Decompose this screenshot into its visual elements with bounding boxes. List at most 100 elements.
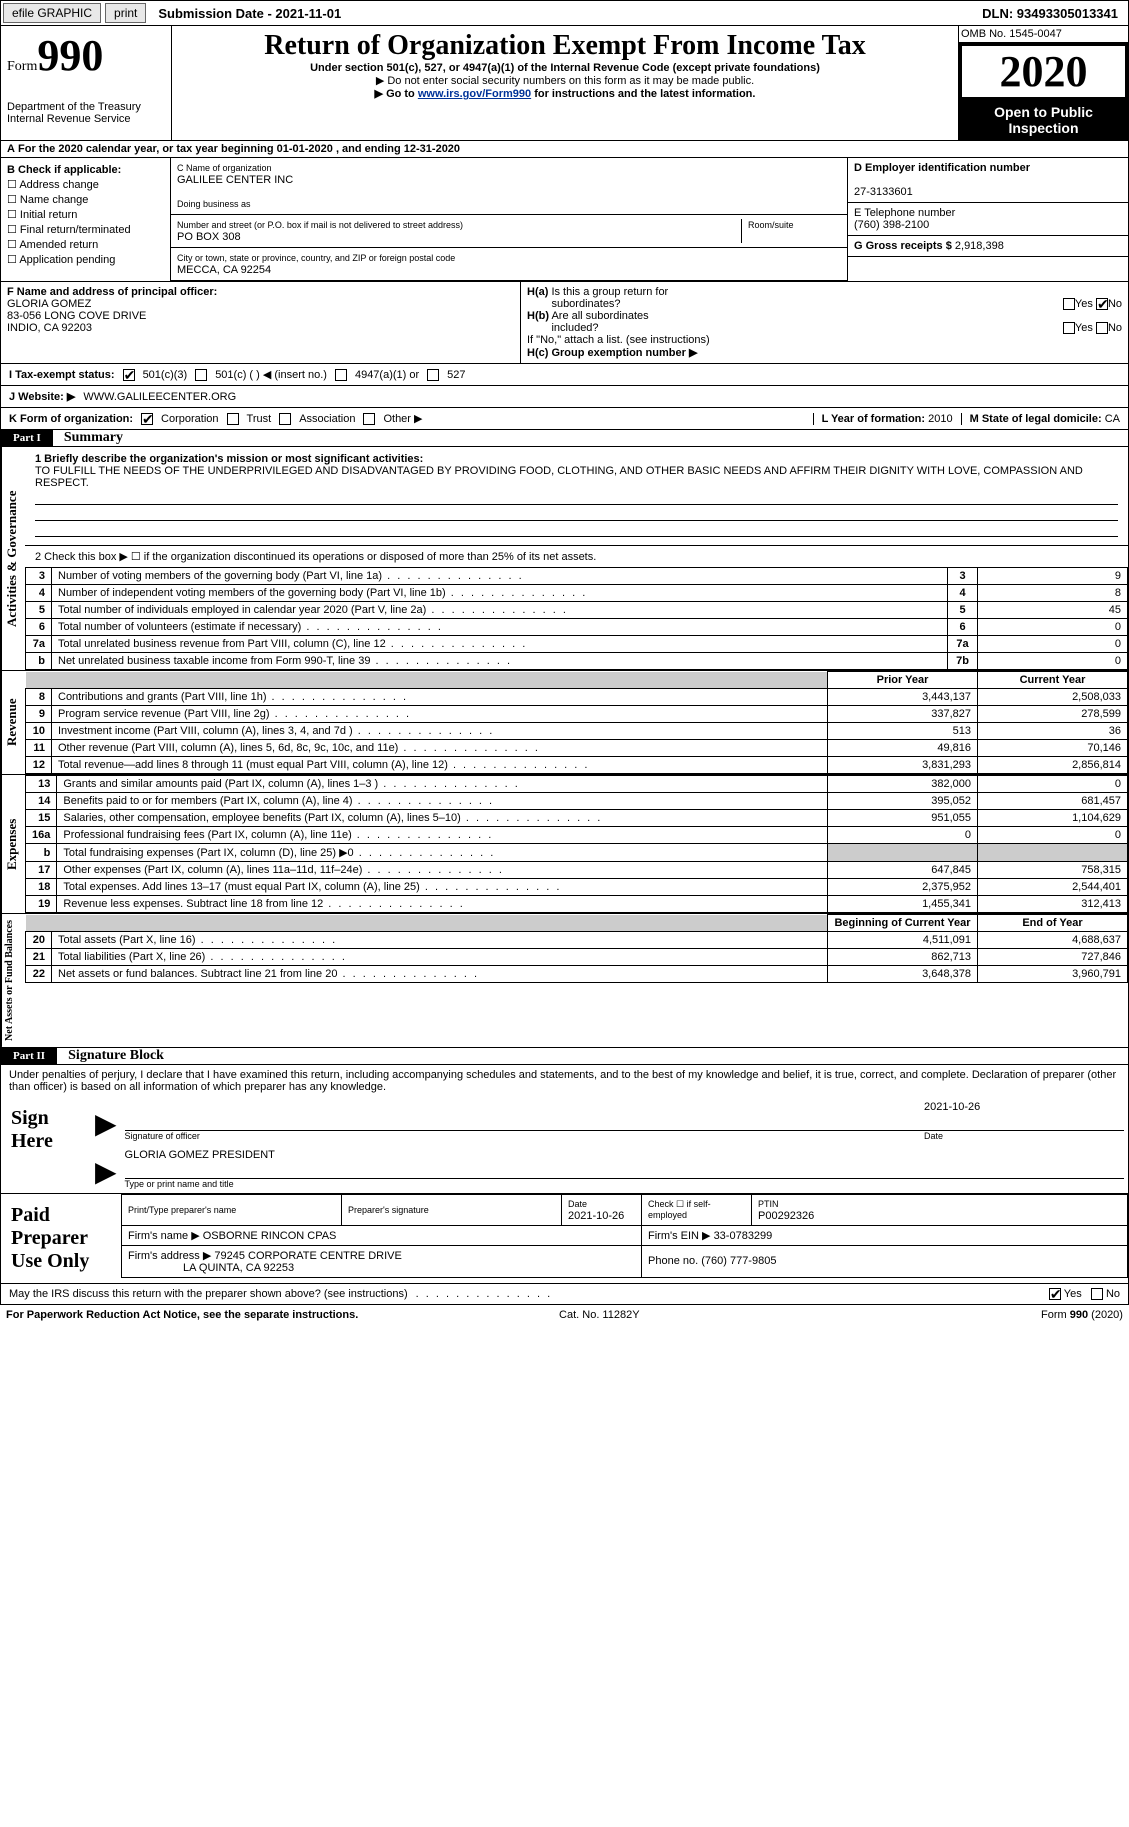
firm-ein: 33-0783299 (714, 1230, 773, 1242)
officer-addr1: 83-056 LONG COVE DRIVE (7, 310, 146, 322)
check-name-change[interactable]: ☐ Name change (7, 193, 164, 206)
period-row: A For the 2020 calendar year, or tax yea… (0, 141, 1129, 158)
note-ssn: ▶ Do not enter social security numbers o… (178, 74, 952, 87)
print-button[interactable]: print (105, 3, 146, 23)
ein-value: 27-3133601 (854, 186, 913, 198)
officer-label: F Name and address of principal officer: (7, 286, 217, 298)
line-num: 16a (26, 827, 57, 844)
check-application-pending[interactable]: ☐ Application pending (7, 253, 164, 266)
line-num: 21 (26, 949, 52, 966)
line-label: Total number of individuals employed in … (52, 602, 948, 619)
prior-year-value (828, 844, 978, 862)
line-num: b (26, 844, 57, 862)
org-form-row: K Form of organization: Corporation Trus… (0, 408, 1129, 430)
netassets-section: Net Assets or Fund Balances Beginning of… (0, 913, 1129, 1048)
revenue-side-label: Revenue (1, 671, 25, 774)
footer-form: Form 990 (2020) (1041, 1309, 1123, 1321)
hb-no-check[interactable] (1096, 322, 1108, 334)
sig-date-label: Date (924, 1131, 1124, 1141)
prep-selfemp[interactable]: Check ☐ if self-employed (642, 1194, 752, 1225)
status-501c3-check[interactable] (123, 369, 135, 381)
current-year-value: 70,146 (978, 740, 1128, 757)
org-other-check[interactable] (363, 413, 375, 425)
current-year-value: 727,846 (978, 949, 1128, 966)
status-527-check[interactable] (427, 369, 439, 381)
line-label: Total fundraising expenses (Part IX, col… (57, 844, 828, 862)
phone-value: (760) 398-2100 (854, 219, 929, 231)
line-num: 8 (26, 689, 52, 706)
line-box: 6 (948, 619, 978, 636)
prior-year-value: 337,827 (828, 706, 978, 723)
footer-cat: Cat. No. 11282Y (559, 1309, 640, 1321)
addr-value: PO BOX 308 (177, 231, 241, 243)
website-row: J Website: ▶ WWW.GALILEECENTER.ORG (0, 386, 1129, 408)
netassets-side-label: Net Assets or Fund Balances (1, 914, 25, 1047)
year-formation: 2010 (928, 413, 952, 425)
line-value: 45 (978, 602, 1128, 619)
org-corp-check[interactable] (141, 413, 153, 425)
line-num: 9 (26, 706, 52, 723)
prior-year-value: 49,816 (828, 740, 978, 757)
revenue-table: Prior YearCurrent Year8Contributions and… (25, 671, 1128, 774)
prior-year-value: 4,511,091 (828, 932, 978, 949)
prior-year-value: 2,375,952 (828, 879, 978, 896)
note-goto-post: for instructions and the latest informat… (531, 88, 755, 100)
current-year-value: 2,856,814 (978, 757, 1128, 774)
current-year-value: 4,688,637 (978, 932, 1128, 949)
line-label: Other expenses (Part IX, column (A), lin… (57, 862, 828, 879)
gross-label: G Gross receipts $ (854, 240, 952, 252)
dept-label: Department of the TreasuryInternal Reven… (7, 101, 165, 125)
line-num: 15 (26, 810, 57, 827)
form-subtitle: Under section 501(c), 527, or 4947(a)(1)… (310, 62, 820, 74)
part2-header: Part II Signature Block (0, 1048, 1129, 1065)
org-assoc-check[interactable] (279, 413, 291, 425)
governance-section: Activities & Governance 1 Briefly descri… (0, 447, 1129, 670)
officer-addr2: INDIO, CA 92203 (7, 322, 92, 334)
prior-year-value: 951,055 (828, 810, 978, 827)
dba-label: Doing business as (177, 199, 251, 209)
current-year-value: 312,413 (978, 896, 1128, 913)
line-label: Revenue less expenses. Subtract line 18 … (57, 896, 828, 913)
top-toolbar: efile GRAPHIC print Submission Date - 20… (0, 0, 1129, 26)
current-year-value (978, 844, 1128, 862)
irs-link[interactable]: www.irs.gov/Form990 (418, 88, 531, 100)
check-address-change[interactable]: ☐ Address change (7, 178, 164, 191)
ha-yes-check[interactable] (1063, 298, 1075, 310)
state-domicile: CA (1105, 413, 1120, 425)
line-box: 3 (948, 568, 978, 585)
governance-table: 3Number of voting members of the governi… (25, 567, 1128, 670)
line-value: 9 (978, 568, 1128, 585)
line-label: Grants and similar amounts paid (Part IX… (57, 776, 828, 793)
line-num: b (26, 653, 52, 670)
prior-year-value: 0 (828, 827, 978, 844)
status-501c-check[interactable] (195, 369, 207, 381)
line-label: Professional fundraising fees (Part IX, … (57, 827, 828, 844)
check-final-return[interactable]: ☐ Final return/terminated (7, 223, 164, 236)
discuss-no-check[interactable] (1091, 1288, 1103, 1300)
status-4947-check[interactable] (335, 369, 347, 381)
line2-text: 2 Check this box ▶ ☐ if the organization… (25, 546, 1128, 567)
gross-value: 2,918,398 (955, 240, 1004, 252)
efile-button[interactable]: efile GRAPHIC (3, 3, 101, 23)
ha-no-check[interactable] (1096, 298, 1108, 310)
check-initial-return[interactable]: ☐ Initial return (7, 208, 164, 221)
prior-year-value: 382,000 (828, 776, 978, 793)
current-year-value: 758,315 (978, 862, 1128, 879)
line-label: Investment income (Part VIII, column (A)… (52, 723, 828, 740)
line-label: Total unrelated business revenue from Pa… (52, 636, 948, 653)
org-trust-check[interactable] (227, 413, 239, 425)
check-amended-return[interactable]: ☐ Amended return (7, 238, 164, 251)
line-value: 0 (978, 653, 1128, 670)
form-prefix: Form (7, 59, 37, 74)
hb-yes-check[interactable] (1063, 322, 1075, 334)
revenue-section: Revenue Prior YearCurrent Year8Contribut… (0, 670, 1129, 774)
current-year-value: 36 (978, 723, 1128, 740)
prior-year-value: 647,845 (828, 862, 978, 879)
sig-date: 2021-10-26 (924, 1101, 1124, 1113)
line-value: 0 (978, 636, 1128, 653)
line-num: 4 (26, 585, 52, 602)
page-footer: For Paperwork Reduction Act Notice, see … (0, 1305, 1129, 1325)
discuss-yes-check[interactable] (1049, 1288, 1061, 1300)
dln-value: DLN: 93493305013341 (972, 4, 1128, 23)
penalties-text: Under penalties of perjury, I declare th… (0, 1065, 1129, 1097)
